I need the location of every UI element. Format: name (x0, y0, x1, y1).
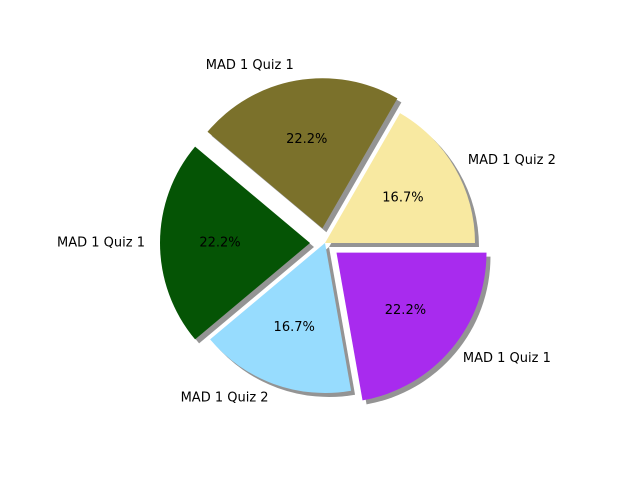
pie-slice (207, 78, 398, 229)
slice-label: MAD 1 Quiz 1 (57, 236, 145, 251)
pie-slice (210, 243, 352, 393)
slice-percent-label: 22.2% (286, 132, 327, 147)
slice-label: MAD 1 Quiz 2 (468, 153, 556, 168)
slice-label: MAD 1 Quiz 1 (206, 58, 294, 73)
pie-slice (336, 252, 487, 401)
slice-percent-label: 16.7% (382, 191, 423, 206)
slice-percent-label: 22.2% (385, 303, 426, 318)
pie-slices (159, 78, 487, 401)
slice-label: MAD 1 Quiz 2 (181, 391, 269, 406)
slice-percent-label: 16.7% (274, 320, 315, 335)
slice-labels: MAD 1 Quiz 2 16.7% MAD 1 Quiz 1 22.2% MAD 1 … (57, 58, 556, 405)
slice-percent-label: 22.2% (199, 236, 240, 251)
slice-label: MAD 1 Quiz 1 (463, 351, 551, 366)
pie-slice (159, 146, 310, 340)
pie-slice (325, 113, 475, 243)
